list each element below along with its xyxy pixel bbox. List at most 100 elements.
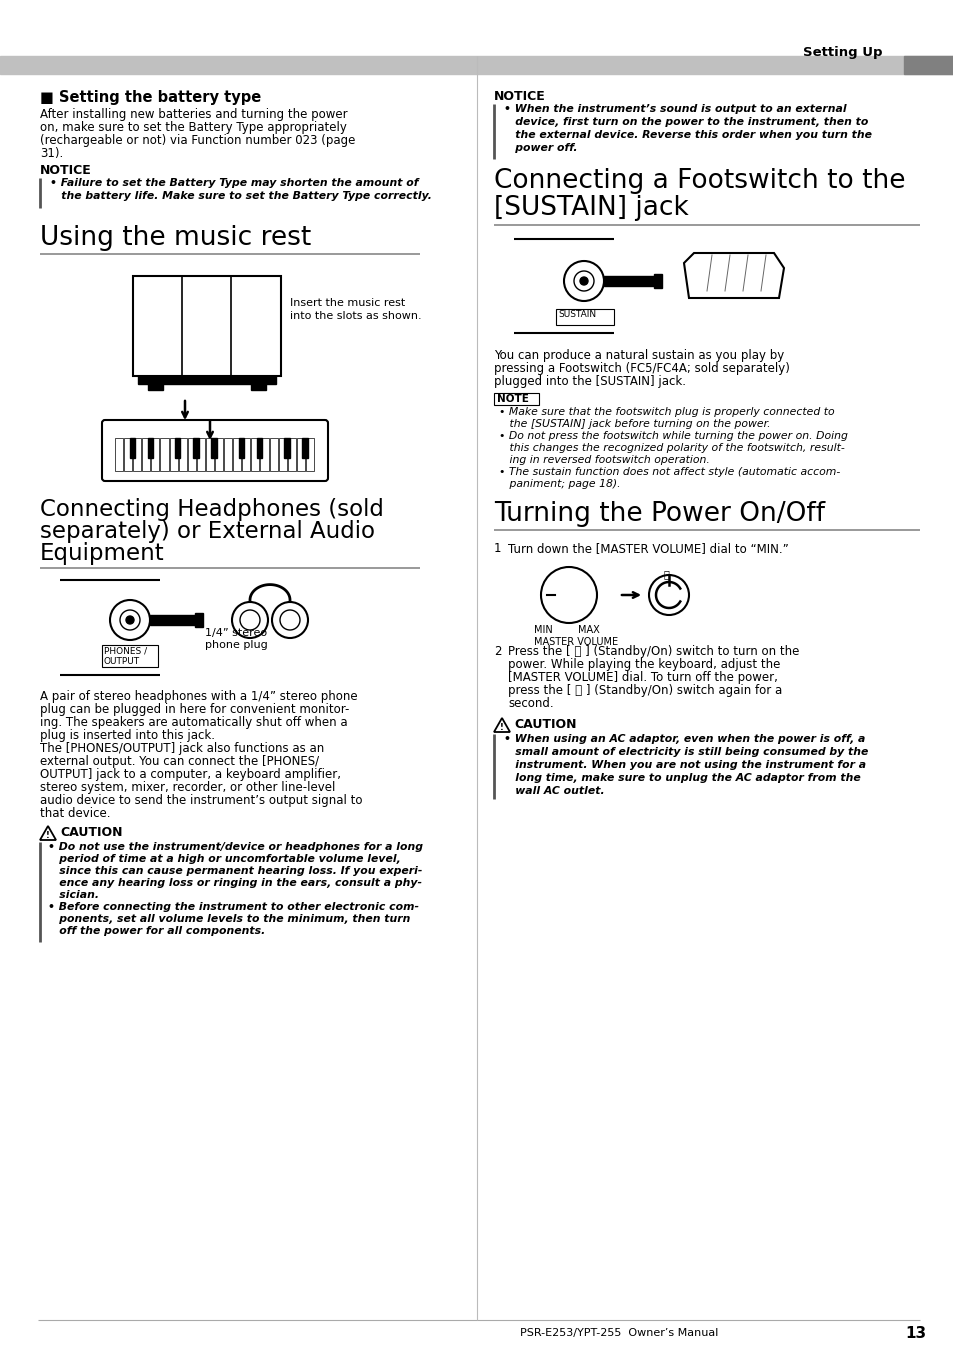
Bar	[494, 394, 538, 404]
Text: audio device to send the instrument’s output signal to: audio device to send the instrument’s ou…	[40, 794, 362, 807]
Bar	[278, 438, 287, 470]
Text: separately) or External Audio: separately) or External Audio	[40, 520, 375, 543]
Bar	[178, 438, 187, 470]
Text: phone plug: phone plug	[205, 640, 268, 650]
Bar	[206, 438, 213, 470]
Text: stereo system, mixer, recorder, or other line-level: stereo system, mixer, recorder, or other…	[40, 780, 335, 794]
Text: • Make sure that the footswitch plug is properly connected to: • Make sure that the footswitch plug is …	[498, 407, 834, 417]
Text: • When the instrument’s sound is output to an external: • When the instrument’s sound is output …	[503, 104, 845, 115]
Text: Turn down the [MASTER VOLUME] dial to “MIN.”: Turn down the [MASTER VOLUME] dial to “M…	[507, 542, 788, 555]
Text: • Failure to set the Battery Type may shorten the amount of: • Failure to set the Battery Type may sh…	[50, 178, 418, 187]
Text: ing. The speakers are automatically shut off when a: ing. The speakers are automatically shut…	[40, 716, 347, 729]
Text: • When using an AC adaptor, even when the power is off, a: • When using an AC adaptor, even when th…	[503, 735, 864, 744]
Text: • Do not use the instrument/device or headphones for a long: • Do not use the instrument/device or he…	[48, 842, 422, 852]
Text: After installing new batteries and turning the power: After installing new batteries and turni…	[40, 108, 347, 121]
Text: power off.: power off.	[503, 143, 577, 154]
Text: external output. You can connect the [PHONES/: external output. You can connect the [PH…	[40, 755, 319, 768]
Text: second.: second.	[507, 697, 553, 710]
Circle shape	[579, 276, 587, 284]
Bar	[174, 438, 180, 458]
Text: Connecting Headphones (sold: Connecting Headphones (sold	[40, 497, 383, 520]
Bar	[196, 438, 205, 470]
Bar	[212, 438, 216, 458]
Bar	[224, 438, 232, 470]
Text: NOTE: NOTE	[497, 395, 528, 404]
Text: Equipment: Equipment	[40, 542, 165, 565]
Bar	[296, 438, 305, 470]
Bar	[233, 438, 241, 470]
Bar	[138, 376, 275, 384]
Text: OUTPUT] jack to a computer, a keyboard amplifier,: OUTPUT] jack to a computer, a keyboard a…	[40, 768, 340, 780]
Bar	[150, 615, 200, 625]
Text: instrument. When you are not using the instrument for a: instrument. When you are not using the i…	[503, 760, 865, 770]
Bar	[148, 438, 153, 458]
Bar	[214, 438, 223, 470]
Text: device, first turn on the power to the instrument, then to: device, first turn on the power to the i…	[503, 117, 867, 127]
Bar	[306, 438, 314, 470]
Text: on, make sure to set the Battery Type appropriately: on, make sure to set the Battery Type ap…	[40, 121, 347, 133]
Text: long time, make sure to unplug the AC adaptor from the: long time, make sure to unplug the AC ad…	[503, 772, 860, 783]
Text: Connecting a Footswitch to the: Connecting a Footswitch to the	[494, 168, 904, 194]
Bar	[142, 438, 151, 470]
Text: • Do not press the footswitch while turning the power on. Doing: • Do not press the footswitch while turn…	[498, 431, 847, 441]
Text: NOTICE: NOTICE	[494, 90, 545, 102]
Text: wall AC outlet.: wall AC outlet.	[503, 786, 604, 797]
Text: 1/4” stereo: 1/4” stereo	[205, 628, 267, 638]
Text: the external device. Reverse this order when you turn the: the external device. Reverse this order …	[503, 129, 871, 140]
Text: 31).: 31).	[40, 147, 63, 160]
Text: the battery life. Make sure to set the Battery Type correctly.: the battery life. Make sure to set the B…	[50, 191, 432, 201]
Bar	[160, 438, 169, 470]
Text: Using the music rest: Using the music rest	[40, 225, 311, 251]
Text: sician.: sician.	[48, 890, 99, 900]
Text: The [PHONES/OUTPUT] jack also functions as an: The [PHONES/OUTPUT] jack also functions …	[40, 741, 324, 755]
Bar	[170, 438, 177, 470]
Text: A pair of stereo headphones with a 1/4” stereo phone: A pair of stereo headphones with a 1/4” …	[40, 690, 357, 704]
Bar	[302, 438, 308, 458]
Text: MIN: MIN	[533, 625, 552, 635]
Text: 2: 2	[494, 644, 501, 658]
Bar	[238, 438, 244, 458]
Text: [MASTER VOLUME] dial. To turn off the power,: [MASTER VOLUME] dial. To turn off the po…	[507, 671, 777, 683]
Bar	[242, 438, 250, 470]
Text: OUTPUT: OUTPUT	[104, 656, 140, 666]
Text: MAX: MAX	[578, 625, 599, 635]
Text: ing in reversed footswitch operation.: ing in reversed footswitch operation.	[498, 456, 709, 465]
Text: SUSTAIN: SUSTAIN	[558, 310, 596, 319]
Bar	[284, 438, 290, 458]
Circle shape	[126, 616, 133, 624]
Text: (rechargeable or not) via Function number 023 (page: (rechargeable or not) via Function numbe…	[40, 133, 355, 147]
Text: ■ Setting the battery type: ■ Setting the battery type	[40, 90, 261, 105]
Text: 1: 1	[494, 542, 501, 555]
Text: off the power for all components.: off the power for all components.	[48, 926, 265, 936]
Bar	[132, 276, 281, 376]
Text: that device.: that device.	[40, 807, 111, 820]
Text: plug can be plugged in here for convenient monitor-: plug can be plugged in here for convenie…	[40, 704, 349, 716]
Bar	[251, 384, 266, 390]
Text: Turning the Power On/Off: Turning the Power On/Off	[494, 501, 824, 527]
Text: Setting Up: Setting Up	[802, 46, 882, 59]
Bar	[603, 276, 659, 286]
Bar	[193, 438, 198, 458]
Text: CAUTION: CAUTION	[514, 718, 576, 731]
Text: plug is inserted into this jack.: plug is inserted into this jack.	[40, 729, 214, 741]
Text: plugged into the [SUSTAIN] jack.: plugged into the [SUSTAIN] jack.	[494, 375, 685, 388]
Bar	[903, 57, 953, 74]
Bar	[194, 613, 203, 627]
Text: ponents, set all volume levels to the minimum, then turn: ponents, set all volume levels to the mi…	[48, 914, 410, 923]
Text: power. While playing the keyboard, adjust the: power. While playing the keyboard, adjus…	[507, 658, 780, 671]
Text: into the slots as shown.: into the slots as shown.	[290, 311, 421, 321]
Text: this changes the recognized polarity of the footswitch, result-: this changes the recognized polarity of …	[498, 443, 843, 453]
Text: press the [ ⏻ ] (Standby/On) switch again for a: press the [ ⏻ ] (Standby/On) switch agai…	[507, 683, 781, 697]
Text: small amount of electricity is still being consumed by the: small amount of electricity is still bei…	[503, 747, 867, 758]
Text: paniment; page 18).: paniment; page 18).	[498, 479, 620, 489]
Text: 13: 13	[904, 1326, 925, 1341]
Text: !: !	[46, 830, 50, 840]
Text: MASTER VOLUME: MASTER VOLUME	[534, 638, 618, 647]
Bar	[654, 274, 661, 288]
Bar	[256, 438, 262, 458]
Text: !: !	[499, 723, 503, 732]
Text: pressing a Footswitch (FC5/FC4A; sold separately): pressing a Footswitch (FC5/FC4A; sold se…	[494, 363, 789, 375]
Bar	[115, 438, 123, 470]
Text: You can produce a natural sustain as you play by: You can produce a natural sustain as you…	[494, 349, 783, 363]
Text: PHONES /: PHONES /	[104, 647, 147, 656]
